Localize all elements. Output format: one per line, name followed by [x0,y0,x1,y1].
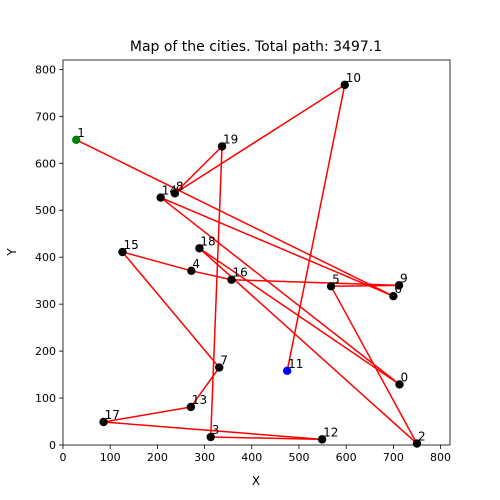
city-label-19: 19 [223,132,238,146]
x-tick-label-6: 600 [336,451,357,464]
city-label-5: 5 [332,272,340,286]
y-tick-label-5: 500 [35,204,56,217]
city-label-12: 12 [323,425,338,439]
city-label-0: 0 [401,370,409,384]
city-label-9: 9 [400,271,408,285]
city-label-1: 1 [77,126,85,140]
city-label-7: 7 [220,354,228,368]
city-label-17: 17 [105,408,120,422]
route-segment-15 [211,146,222,437]
city-label-10: 10 [346,71,361,85]
x-axis-label: X [252,474,260,488]
y-tick-label-2: 200 [35,345,56,358]
city-label-13: 13 [192,393,207,407]
x-tick-label-5: 500 [288,451,309,464]
chart-title: Map of the cities. Total path: 3497.1 [130,39,382,55]
city-label-4: 4 [192,257,200,271]
y-axis: 0 100 200 300 400 500 600 700 800 [35,63,63,452]
x-axis: 0 100 200 300 400 500 600 700 800 [60,445,452,464]
x-tick-label-8: 800 [430,451,451,464]
city-label-16: 16 [232,266,247,280]
city-label-15: 15 [123,238,138,252]
y-tick-label-8: 800 [35,63,56,76]
y-axis-label: Y [5,248,19,257]
y-tick-label-3: 300 [35,298,56,311]
x-tick-label-0: 0 [60,451,67,464]
plot-area: 012345678910111213141516171819 [72,71,426,448]
x-tick-label-3: 300 [194,451,215,464]
city-label-14: 14 [162,184,177,198]
y-tick-label-6: 600 [35,157,56,170]
route-segment-10 [122,252,219,368]
city-label-2: 2 [418,430,426,444]
x-tick-label-4: 400 [241,451,262,464]
route-segment-7 [231,280,399,286]
route-segment-17 [175,85,345,193]
x-tick-label-7: 700 [383,451,404,464]
city-label-18: 18 [200,234,215,248]
city-label-8: 8 [176,179,184,193]
y-tick-label-0: 0 [49,439,56,452]
route-segment-5 [331,286,417,443]
x-tick-label-2: 200 [147,451,168,464]
route-segment-9 [122,252,191,271]
y-tick-label-7: 700 [35,110,56,123]
x-tick-label-1: 100 [100,451,121,464]
y-tick-label-4: 400 [35,251,56,264]
y-tick-label-1: 100 [35,392,56,405]
city-label-3: 3 [212,423,220,437]
route-segment-2 [161,198,400,385]
city-label-11: 11 [288,357,303,371]
